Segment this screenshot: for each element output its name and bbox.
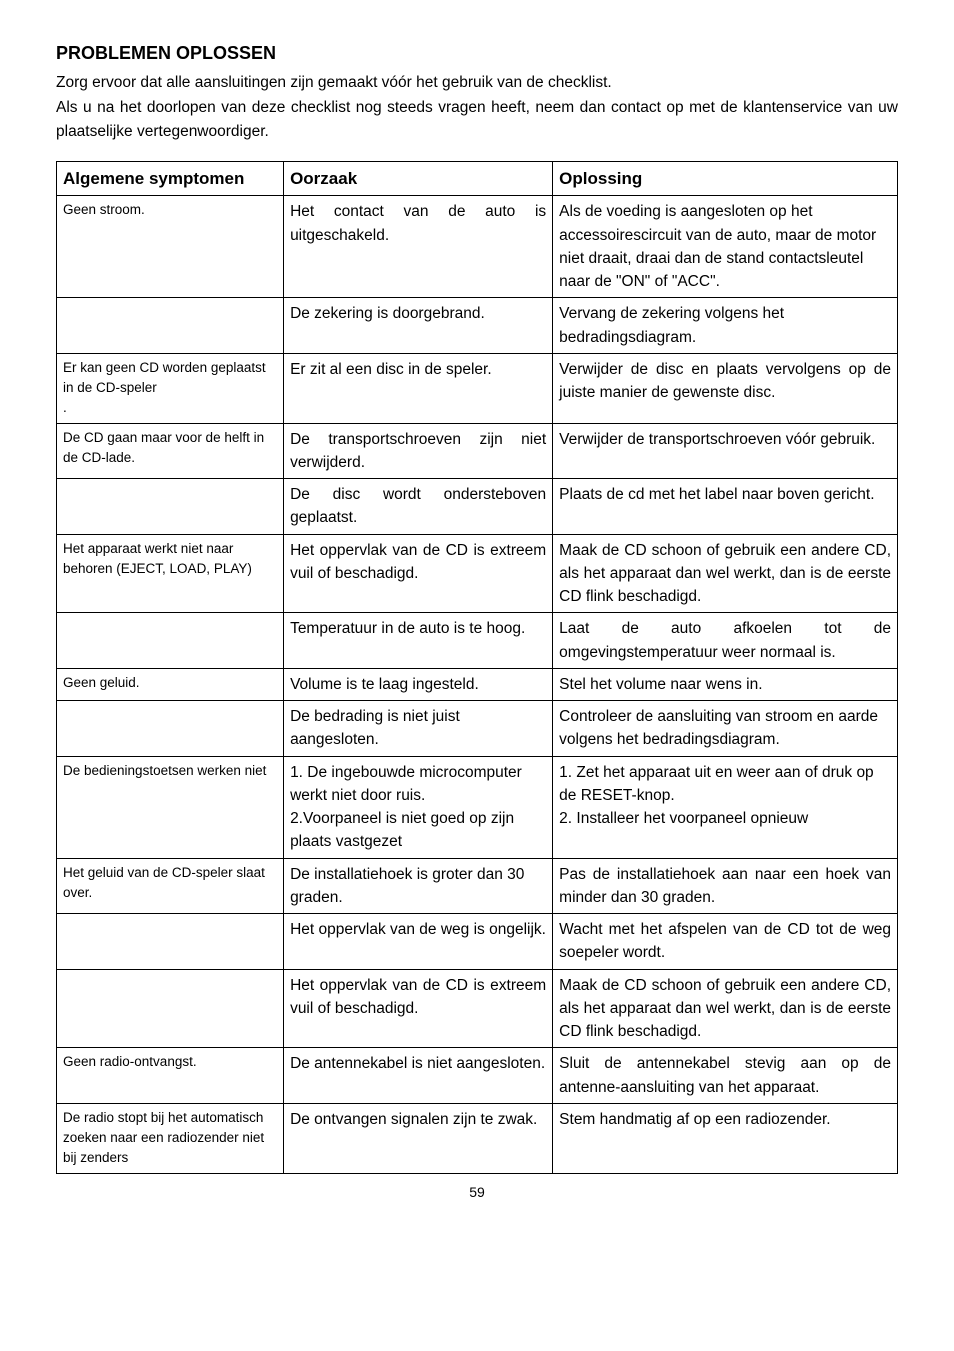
cause-cell: De zekering is doorgebrand. — [284, 298, 553, 354]
solution-cell: Wacht met het afspelen van de CD tot de … — [553, 914, 898, 970]
cause-cell: Temperatuur in de auto is te hoog. — [284, 613, 553, 669]
cause-cell: Er zit al een disc in de speler. — [284, 353, 553, 423]
cause-cell: De ontvangen signalen zijn te zwak. — [284, 1103, 553, 1173]
cause-cell: De installatiehoek is groter dan 30 grad… — [284, 858, 553, 914]
intro-line-2: Als u na het doorlopen van deze checklis… — [56, 96, 898, 143]
symptom-cell — [57, 701, 284, 757]
table-row: Temperatuur in de auto is te hoog.Laat d… — [57, 613, 898, 669]
solution-cell: Stem handmatig af op een radiozender. — [553, 1103, 898, 1173]
solution-cell: Stel het volume naar wens in. — [553, 668, 898, 700]
symptom-cell — [57, 613, 284, 669]
header-cause: Oorzaak — [284, 161, 553, 196]
page-number: 59 — [56, 1182, 898, 1203]
table-row: De CD gaan maar voor de helft in de CD-l… — [57, 423, 898, 479]
solution-cell: Sluit de antennekabel stevig aan op de a… — [553, 1048, 898, 1104]
table-row: De bedrading is niet juist aangesloten.C… — [57, 701, 898, 757]
cause-cell: Het oppervlak van de CD is extreem vuil … — [284, 969, 553, 1048]
symptom-cell: Het apparaat werkt niet naar behoren (EJ… — [57, 534, 284, 613]
cause-cell: Het contact van de auto is uitgeschakeld… — [284, 196, 553, 298]
table-row: Het apparaat werkt niet naar behoren (EJ… — [57, 534, 898, 613]
cause-cell: 1. De ingebouwde microcomputer werkt nie… — [284, 756, 553, 858]
troubleshooting-table: Algemene symptomen Oorzaak Oplossing Gee… — [56, 161, 898, 1174]
solution-cell: Als de voeding is aangesloten op het acc… — [553, 196, 898, 298]
solution-cell: Controleer de aansluiting van stroom en … — [553, 701, 898, 757]
cause-cell: Het oppervlak van de CD is extreem vuil … — [284, 534, 553, 613]
symptom-cell — [57, 298, 284, 354]
symptom-cell: Geen radio-ontvangst. — [57, 1048, 284, 1104]
symptom-cell: De CD gaan maar voor de helft in de CD-l… — [57, 423, 284, 479]
cause-cell: De disc wordt ondersteboven geplaatst. — [284, 479, 553, 535]
table-header-row: Algemene symptomen Oorzaak Oplossing — [57, 161, 898, 196]
header-symptom: Algemene symptomen — [57, 161, 284, 196]
page-title: PROBLEMEN OPLOSSEN — [56, 40, 898, 67]
solution-cell: Plaats de cd met het label naar boven ge… — [553, 479, 898, 535]
cause-cell: De bedrading is niet juist aangesloten. — [284, 701, 553, 757]
cause-cell: De antennekabel is niet aangesloten. — [284, 1048, 553, 1104]
symptom-cell: Geen stroom. — [57, 196, 284, 298]
symptom-cell: Geen geluid. — [57, 668, 284, 700]
solution-cell: Vervang de zekering volgens het bedradin… — [553, 298, 898, 354]
intro-line-1: Zorg ervoor dat alle aansluitingen zijn … — [56, 71, 898, 94]
symptom-cell — [57, 969, 284, 1048]
table-row: Geen geluid.Volume is te laag ingesteld.… — [57, 668, 898, 700]
symptom-cell: Er kan geen CD worden geplaatst in de CD… — [57, 353, 284, 423]
solution-cell: Maak de CD schoon of gebruik een andere … — [553, 534, 898, 613]
table-row: De radio stopt bij het automatisch zoeke… — [57, 1103, 898, 1173]
table-row: De bedieningstoetsen werken niet1. De in… — [57, 756, 898, 858]
table-row: Geen stroom.Het contact van de auto is u… — [57, 196, 898, 298]
symptom-cell: Het geluid van de CD-speler slaat over. — [57, 858, 284, 914]
solution-cell: Maak de CD schoon of gebruik een andere … — [553, 969, 898, 1048]
table-row: Het geluid van de CD-speler slaat over.D… — [57, 858, 898, 914]
solution-cell: Verwijder de disc en plaats vervolgens o… — [553, 353, 898, 423]
solution-cell: 1. Zet het apparaat uit en weer aan of d… — [553, 756, 898, 858]
symptom-cell: De radio stopt bij het automatisch zoeke… — [57, 1103, 284, 1173]
solution-cell: Verwijder de transportschroeven vóór geb… — [553, 423, 898, 479]
table-row: Het oppervlak van de CD is extreem vuil … — [57, 969, 898, 1048]
cause-cell: Volume is te laag ingesteld. — [284, 668, 553, 700]
solution-cell: Pas de installatiehoek aan naar een hoek… — [553, 858, 898, 914]
symptom-cell — [57, 479, 284, 535]
cause-cell: Het oppervlak van de weg is ongelijk. — [284, 914, 553, 970]
symptom-cell: De bedieningstoetsen werken niet — [57, 756, 284, 858]
solution-cell: Laat de auto afkoelen tot de omgevingste… — [553, 613, 898, 669]
symptom-cell — [57, 914, 284, 970]
table-row: Het oppervlak van de weg is ongelijk.Wac… — [57, 914, 898, 970]
header-solution: Oplossing — [553, 161, 898, 196]
table-row: Geen radio-ontvangst.De antennekabel is … — [57, 1048, 898, 1104]
cause-cell: De transportschroeven zijn niet verwijde… — [284, 423, 553, 479]
table-row: Er kan geen CD worden geplaatst in de CD… — [57, 353, 898, 423]
table-row: De zekering is doorgebrand.Vervang de ze… — [57, 298, 898, 354]
table-row: De disc wordt ondersteboven geplaatst.Pl… — [57, 479, 898, 535]
